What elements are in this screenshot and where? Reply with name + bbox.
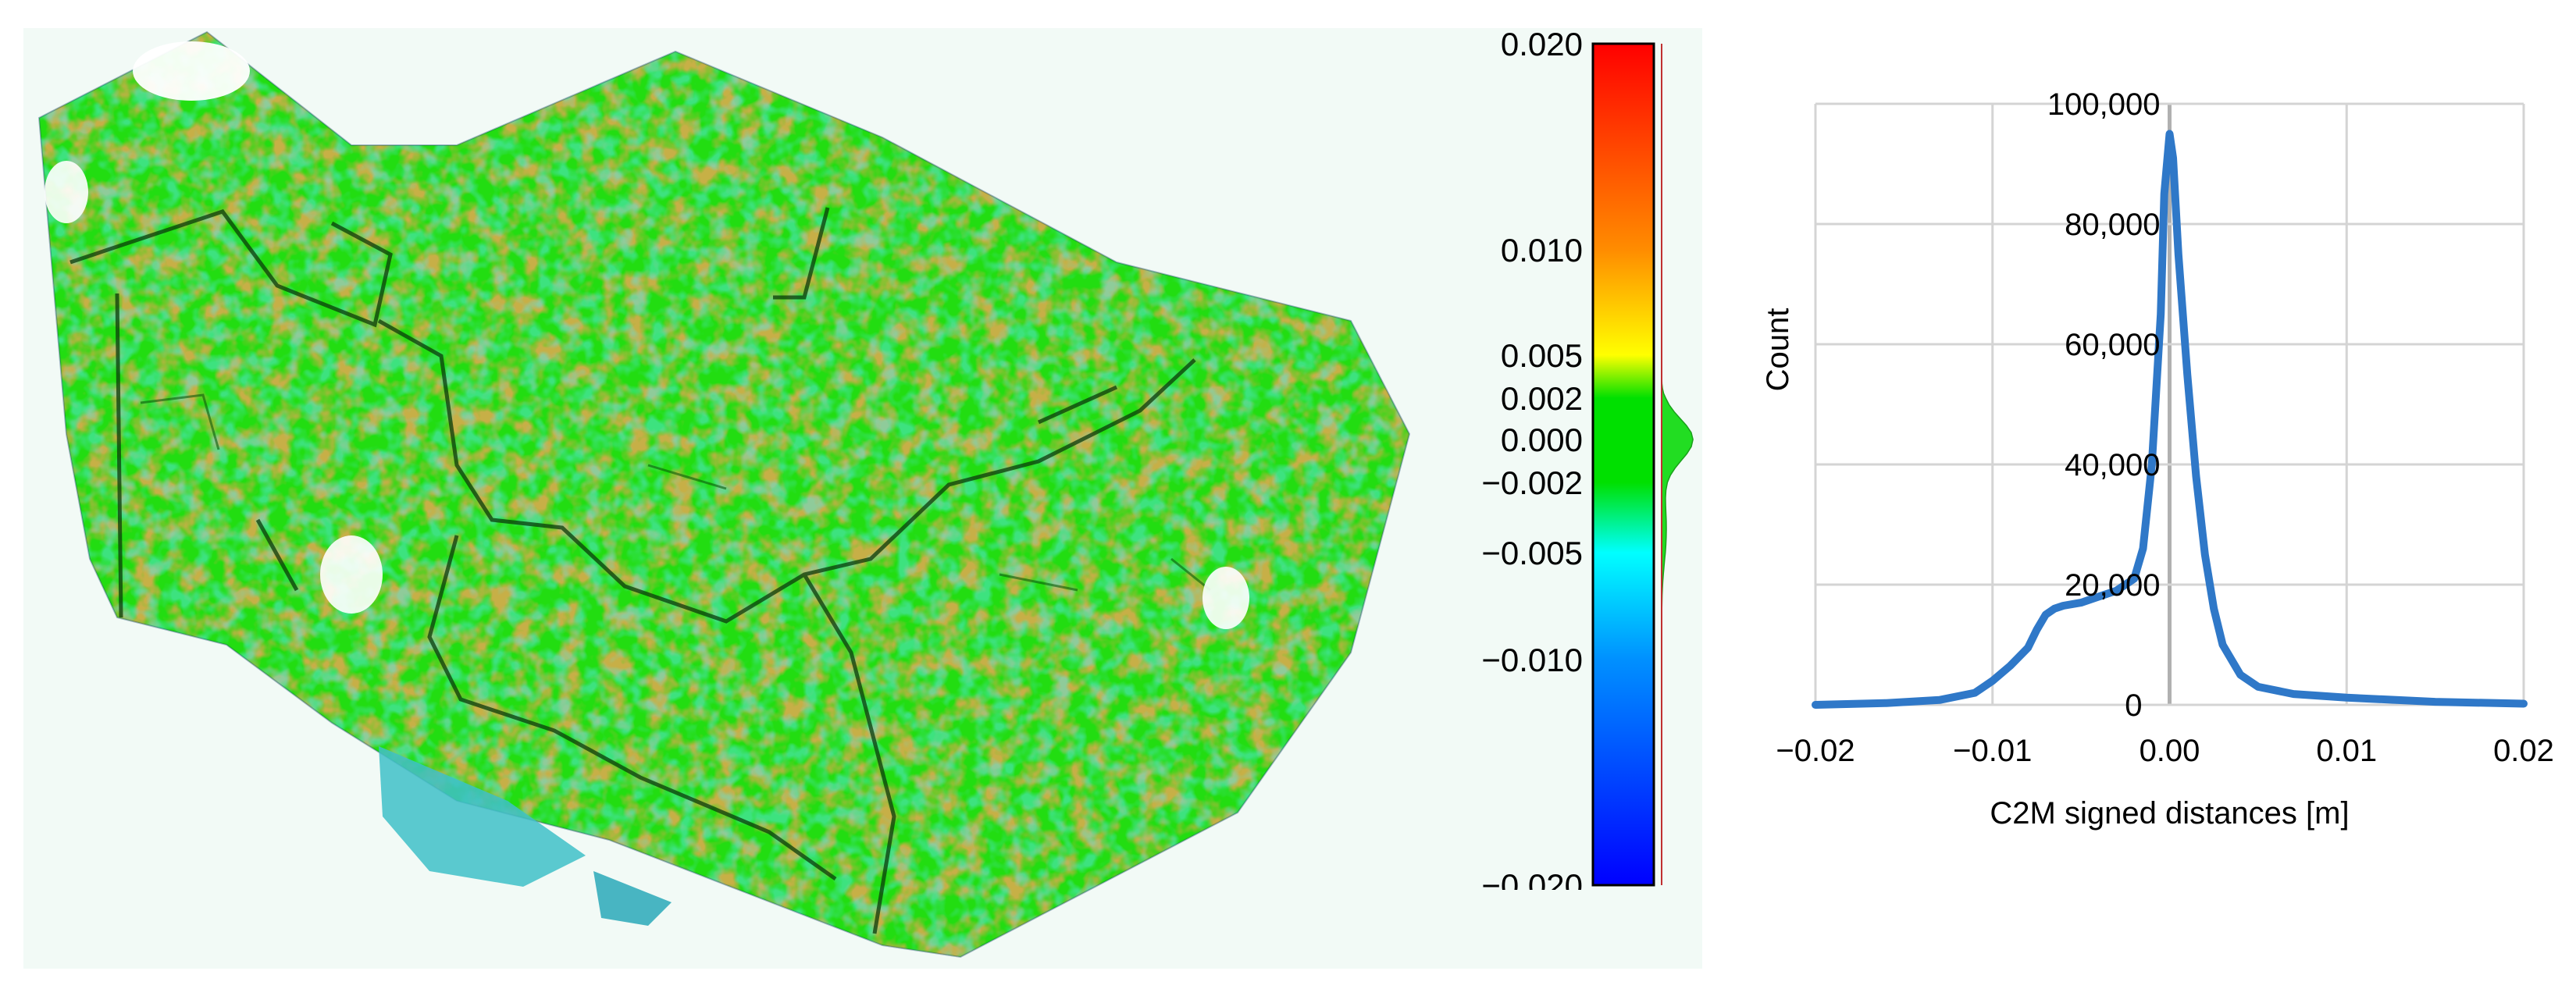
color-scale-tick-label: 0.020 [1501,31,1583,62]
x-tick-label: 0.01 [2316,734,2377,768]
color-scale: 0.020 0.010 0.005 0.002 0.000 −0.002 −0.005 −0.… [1468,26,1718,904]
color-scale-tick-label: 0.005 [1501,337,1583,374]
color-scale-tick-label: −0.010 [1481,642,1583,678]
point-cloud-view [23,28,1702,969]
x-tick-label: 0.00 [2140,734,2200,768]
color-scale-bar [1591,42,1655,887]
color-scale-tick-label: −0.002 [1481,464,1583,501]
color-scale-tick-label: −0.020 [1481,867,1583,890]
color-scale-tick-label: 0.002 [1501,380,1583,417]
series-line [1812,130,2528,709]
x-tick-label: −0.01 [1953,734,2032,768]
point-cloud-image [23,28,1702,969]
color-scale-tick-label: 0.000 [1501,422,1583,458]
x-axis-label: C2M signed distances [m] [1990,796,2349,831]
color-scale-tick-label: −0.005 [1481,535,1583,571]
histogram-chart: 0 20,000 40,000 60,000 80,000 100,000 −0.02 −0.… [1749,55,2576,851]
color-scale-distribution [1661,44,1694,885]
y-tick-label: 0 [2125,688,2142,723]
y-axis-label: Count [1761,308,1795,392]
y-tick-label: 60,000 [2065,328,2160,362]
color-scale-svg: 0.020 0.010 0.005 0.002 0.000 −0.002 −0.005 −0.… [1481,26,1694,904]
x-tick-label: −0.02 [1776,734,1855,768]
histogram-svg: 0 20,000 40,000 60,000 80,000 100,000 −0.02 −0.… [1761,87,2554,831]
y-tick-label: 80,000 [2065,208,2160,242]
y-tick-label: 40,000 [2065,448,2160,482]
color-scale-tick-label: 0.010 [1501,232,1583,269]
x-tick-label: 0.02 [2493,734,2554,768]
y-tick-label: 20,000 [2065,568,2160,603]
y-tick-label: 100,000 [2047,87,2161,122]
